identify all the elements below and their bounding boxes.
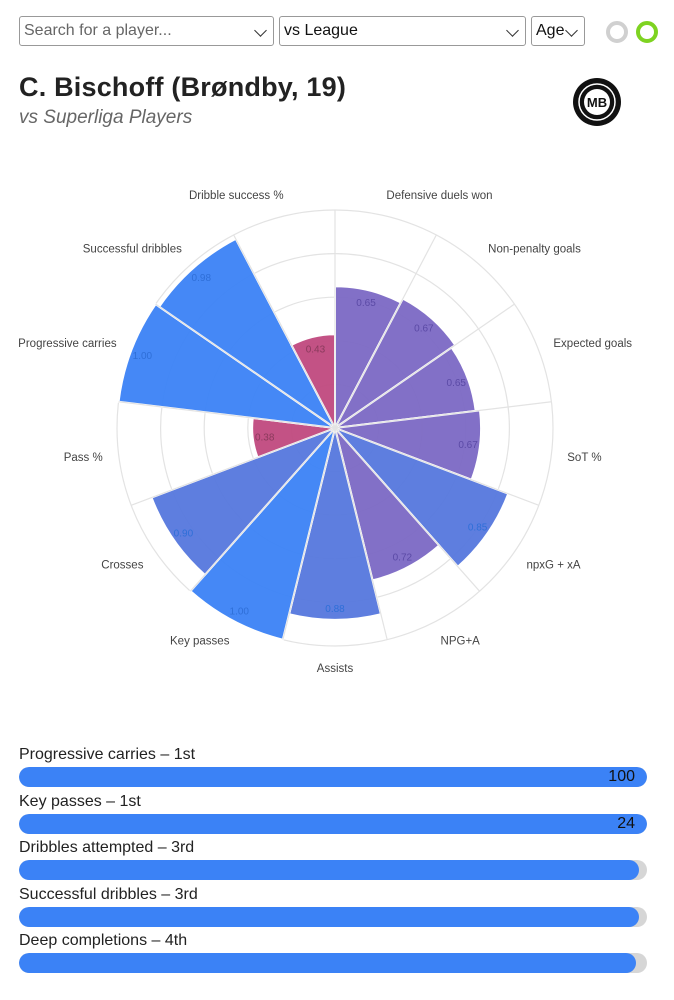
ranking-label: Deep completions – 4th: [19, 932, 188, 949]
ranking-bar-track: 24: [19, 813, 647, 834]
radar-value-labels: 0.65 0.67 0.65 0.67 0.85 0.72 0.88 1.00 0.90 0.38…: [133, 273, 488, 617]
radar-axis-label-1: Defensive duels won: [386, 190, 492, 202]
ranking-bar-fill: [19, 953, 636, 973]
radar-spoke-3: [334, 303, 515, 429]
ranking-row-2: Key passes – 1st 24: [19, 792, 648, 839]
radar-value-label-13: 0.43: [306, 345, 326, 356]
radar-axis-label-3: Expected goals: [553, 338, 632, 350]
radar-axis-label-8: Key passes: [170, 636, 230, 648]
ranking-bar-track: [19, 906, 647, 927]
radar-axis-label-11: Progressive carries: [18, 338, 117, 350]
top-controls: Search for a player... vs League Age: [19, 16, 659, 48]
radar-value-label-3: 0.65: [447, 378, 467, 389]
radar-spoke-6: [334, 427, 481, 592]
comparison-subtitle: vs Superliga Players: [19, 107, 193, 128]
radar-axis-label-5: npxG + xA: [527, 559, 581, 571]
radar-chart: 0.65 0.67 0.65 0.67 0.85 0.72 0.88 1.00 0.90 0.38…: [18, 190, 632, 675]
ranking-bars: Progressive carries – 1st 100 Key passes –…: [19, 745, 648, 978]
ranking-label: Dribbles attempted – 3rd: [19, 839, 195, 856]
ranking-row-1: Progressive carries – 1st 100: [19, 745, 648, 792]
age-value: Age: [536, 22, 565, 39]
chevron-down-icon: [565, 24, 578, 37]
radar-axis-label-4: SoT %: [567, 452, 601, 464]
ranking-bar-track: 100: [19, 767, 647, 787]
radar-axis-label-6: NPG+A: [441, 636, 481, 648]
radar-value-label-10: 0.38: [255, 433, 275, 444]
radar-value-label-8: 1.00: [230, 606, 250, 617]
ranking-label: Successful dribbles – 3rd: [19, 885, 198, 903]
radar-value-label-2: 0.67: [414, 324, 434, 335]
ranking-bar-track: [19, 860, 647, 880]
age-select[interactable]: Age: [531, 16, 585, 46]
ranking-bar-fill: [19, 906, 640, 927]
radar-axis-labels: Defensive duels won Non-penalty goals Expe…: [18, 190, 632, 675]
ranking-bar-value: 100: [608, 768, 635, 785]
ranking-bar-fill: [19, 860, 640, 880]
radar-axis-label-13: Dribble success %: [189, 190, 284, 202]
player-title: C. Bischoff (Brøndby, 19): [19, 72, 347, 102]
radar-value-label-1: 0.65: [356, 298, 376, 309]
radar-axis-label-7: Assists: [317, 663, 354, 675]
chevron-down-icon: [254, 24, 267, 37]
radar-axis-label-9: Crosses: [101, 559, 143, 571]
radar-spoke-13: [233, 234, 336, 429]
radar-axis-label-12: Successful dribbles: [83, 243, 182, 255]
radar-spoke-12: [155, 303, 336, 429]
ranking-bar-fill: [19, 767, 647, 787]
ranking-label: Progressive carries – 1st: [19, 746, 196, 763]
radar-spoke-10: [130, 427, 336, 506]
player-search-select[interactable]: Search for a player...: [19, 16, 274, 46]
radar-spoke-4: [334, 401, 552, 429]
ranking-bar-value: 24: [617, 814, 635, 832]
radar-axis-label-2: Non-penalty goals: [488, 243, 581, 255]
radar-value-label-5: 0.85: [468, 522, 488, 533]
radar-spoke-11: [118, 401, 336, 429]
chevron-down-icon: [506, 24, 519, 37]
ranking-row-4: Successful dribbles – 3rd: [19, 885, 648, 932]
radar-spoke-8: [282, 427, 336, 640]
radar-wedge-7: [287, 427, 383, 621]
ranking-bar-fill: [19, 813, 647, 834]
radar-wedge-11: [117, 302, 336, 429]
radar-value-label-9: 0.90: [174, 529, 194, 540]
comparison-select[interactable]: vs League: [279, 16, 526, 46]
brand-logo-text: MB: [587, 95, 607, 110]
radar-spokes: [118, 210, 552, 640]
radar-value-label-7: 0.88: [325, 604, 345, 615]
ranking-bar-track: [19, 953, 647, 973]
toggle-option-off[interactable]: [606, 21, 628, 43]
brand-logo: MB: [573, 78, 621, 126]
radar-spoke-9: [189, 427, 336, 592]
radar-value-label-11: 1.00: [133, 351, 153, 362]
radar-value-label-6: 0.72: [393, 552, 413, 563]
radar-spoke-2: [334, 234, 437, 429]
radar-spoke-7: [334, 427, 388, 640]
player-search-placeholder: Search for a player...: [24, 22, 172, 39]
radar-axis-label-10: Pass %: [64, 452, 103, 464]
radar-wedge-12: [157, 237, 336, 429]
radar-value-label-12: 0.98: [192, 273, 212, 284]
ranking-row-3: Dribbles attempted – 3rd: [19, 838, 648, 885]
toggle-option-on[interactable]: [636, 21, 658, 43]
radar-wedge-9: [150, 427, 336, 577]
ranking-label: Key passes – 1st: [19, 792, 141, 810]
radar-spoke-5: [334, 427, 540, 506]
radar-wedge-8: [189, 427, 336, 641]
ranking-row-5: Deep completions – 4th: [19, 931, 648, 978]
radar-value-label-4: 0.67: [458, 440, 478, 451]
comparison-value: vs League: [284, 22, 358, 39]
radar-wedges: [117, 237, 510, 641]
